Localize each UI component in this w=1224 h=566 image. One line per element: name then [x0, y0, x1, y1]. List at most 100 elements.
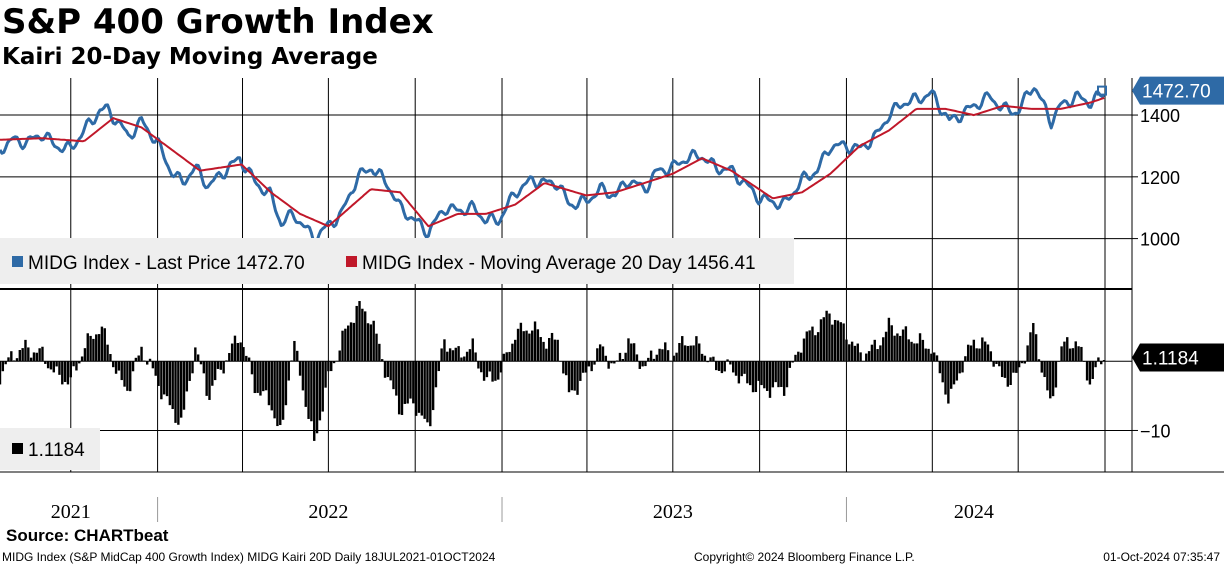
- kairi-bar: [904, 326, 908, 362]
- kairi-bar: [782, 361, 786, 396]
- kairi-bar: [315, 361, 319, 434]
- kairi-bar: [188, 361, 191, 381]
- last-value-tags: 1472.70 1.1184: [1097, 76, 1224, 372]
- kairi-bar: [947, 361, 950, 404]
- kairi-bar: [196, 354, 200, 362]
- kairi-bar: [516, 328, 520, 362]
- kairi-bar: [715, 361, 718, 371]
- kairi-bar: [75, 361, 78, 371]
- price-last-point-marker: [1097, 85, 1107, 96]
- kairi-bar: [848, 344, 851, 362]
- kairi-bar: [1032, 323, 1035, 362]
- price-last-value-tag: [1132, 76, 1224, 105]
- kairi-bar: [661, 349, 664, 362]
- legend-moving-average: MIDG Index - Moving Average 20 Day 1456.…: [362, 253, 756, 274]
- kairi-bar: [140, 346, 143, 362]
- source-note: Source: CHARTbeat: [6, 526, 169, 545]
- kairi-bar: [97, 334, 101, 362]
- legend-swatch-last-price: [12, 256, 23, 267]
- kairi-bar: [791, 361, 794, 363]
- axes: 1000 1200 1400 −10: [0, 78, 1224, 473]
- kairi-bar: [949, 361, 953, 389]
- kairi-bar: [1040, 361, 1043, 373]
- kairi-bar: [706, 361, 709, 363]
- kairi-bar: [842, 323, 845, 362]
- kairi-bar: [649, 350, 653, 362]
- kairi-bar: [52, 361, 55, 373]
- kairi-bar: [678, 342, 681, 362]
- kairi-bar: [1063, 341, 1066, 362]
- kairi-bar: [341, 330, 344, 362]
- kairi-bar: [539, 337, 542, 362]
- kairi-bar: [797, 351, 800, 362]
- kairi-bar: [151, 361, 155, 369]
- kairi-bar: [465, 351, 469, 362]
- legend-kairi: 1.1184: [28, 440, 85, 461]
- kairi-bar: [514, 339, 517, 362]
- kairi-bar: [853, 345, 857, 362]
- kairi-bar: [686, 345, 690, 362]
- kairi-bar: [664, 342, 667, 362]
- price-ytick-label: 1400: [1140, 106, 1180, 126]
- kairi-bar: [27, 347, 30, 362]
- kairi-bar: [717, 361, 721, 371]
- kairi-bars: [0, 301, 1106, 441]
- kairi-bar: [542, 341, 545, 362]
- kairi-bar: [279, 361, 282, 426]
- kairi-bar: [66, 361, 70, 385]
- footer-timestamp: 01-Oct-2024 07:35:47: [1103, 550, 1220, 564]
- kairi-bar: [270, 361, 273, 411]
- kairi-bar: [890, 325, 893, 362]
- kairi-bar: [485, 361, 489, 378]
- kairi-bar: [1, 361, 5, 372]
- kairi-bar: [627, 338, 630, 362]
- kairi-bar: [825, 310, 828, 362]
- kairi-bar: [958, 361, 961, 374]
- kairi-bar: [448, 348, 452, 362]
- legends: MIDG Index - Last Price 1472.70 MIDG Inde…: [0, 238, 794, 470]
- kairi-bar: [955, 361, 959, 381]
- kairi-bar: [114, 361, 118, 374]
- kairi-bar: [420, 361, 424, 416]
- kairi-bar: [383, 361, 387, 378]
- kairi-bar: [109, 354, 112, 362]
- x-tick-label: 2023: [653, 501, 693, 523]
- kairi-bar: [38, 348, 41, 362]
- kairi-bar: [245, 355, 248, 362]
- kairi-bar: [601, 346, 605, 362]
- kairi-bar: [652, 358, 656, 362]
- kairi-bar: [1077, 346, 1080, 362]
- kairi-bar: [194, 347, 197, 362]
- kairi-bar: [505, 352, 508, 362]
- kairi-bar: [103, 328, 106, 362]
- kairi-bar: [856, 343, 859, 362]
- kairi-bar: [624, 352, 627, 362]
- kairi-bar: [4, 361, 7, 365]
- kairi-bar: [49, 361, 53, 370]
- last-price-line: [0, 87, 1105, 246]
- kairi-bar: [403, 361, 407, 404]
- kairi-bar: [814, 335, 817, 362]
- kairi-bar: [477, 361, 480, 369]
- kairi-bar: [525, 330, 528, 362]
- kairi-bar: [123, 361, 126, 387]
- kairi-bar: [211, 361, 214, 386]
- kairi-bar: [1057, 361, 1060, 362]
- kairi-bar: [126, 361, 129, 391]
- kairi-bar: [468, 349, 472, 362]
- kairi-bar: [681, 336, 684, 362]
- kairi-bar: [35, 352, 39, 362]
- kairi-bar: [607, 361, 610, 369]
- kairi-bar: [1097, 357, 1100, 362]
- kairi-bar: [1094, 361, 1097, 368]
- kairi-bar: [822, 317, 825, 362]
- kairi-bar: [230, 343, 234, 362]
- kairi-bar: [389, 361, 392, 381]
- kairi-bar: [944, 361, 947, 395]
- kairi-bar: [811, 326, 814, 362]
- kairi-bar: [576, 361, 579, 395]
- kairi-bar: [242, 347, 245, 362]
- kairi-last-value-label: 1.1184: [1142, 348, 1199, 369]
- kairi-bar: [1009, 361, 1012, 386]
